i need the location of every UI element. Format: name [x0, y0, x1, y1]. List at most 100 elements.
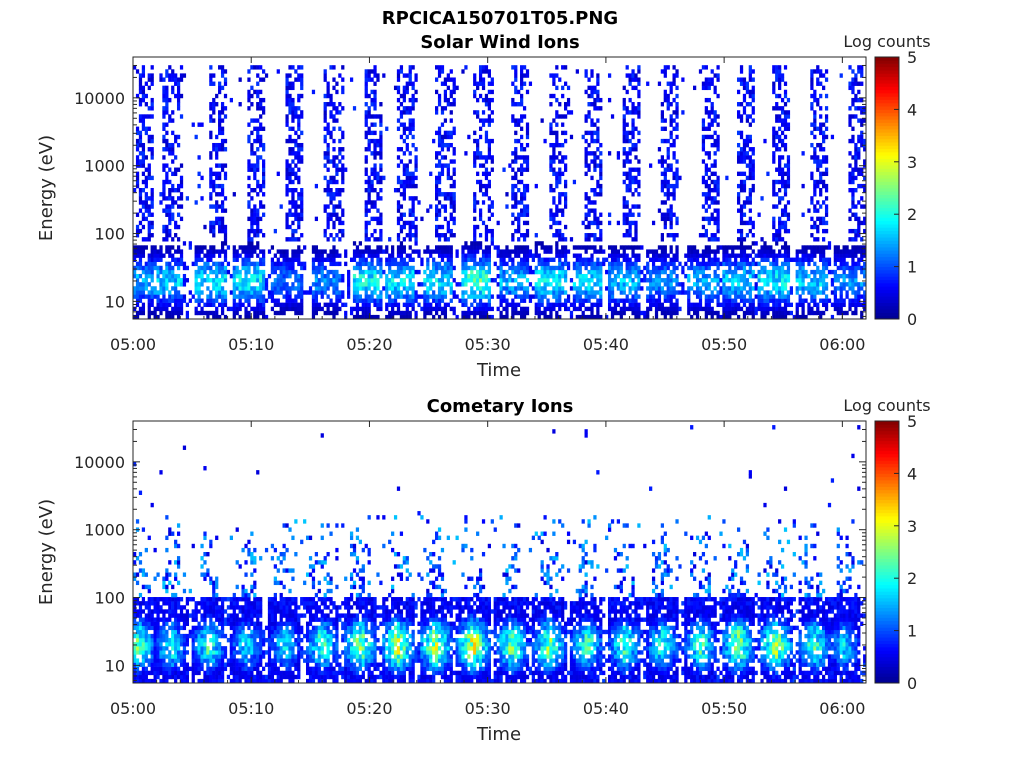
heatmap-cell [250, 167, 254, 172]
heatmap-cell [373, 249, 377, 254]
heatmap-cell [628, 110, 632, 115]
heatmap-cell [373, 216, 377, 222]
heatmap-cell [555, 142, 559, 148]
heatmap-cell [191, 122, 195, 127]
heatmap-cell [153, 261, 157, 267]
heatmap-cell [736, 77, 741, 82]
heatmap-cell [736, 159, 741, 164]
heatmap-cell [514, 245, 518, 250]
heatmap-cell [748, 265, 752, 271]
heatmap-cell [256, 73, 260, 78]
heatmap-cell [396, 175, 401, 181]
heatmap-cell [212, 188, 216, 193]
heatmap-cell [147, 171, 151, 177]
heatmap-cell [396, 188, 401, 193]
heatmap-cell [165, 106, 169, 111]
heatmap-cell [739, 134, 744, 140]
heatmap-cell [622, 134, 626, 140]
heatmap-cell [285, 102, 289, 107]
heatmap-cell [165, 196, 169, 201]
heatmap-cell [710, 122, 714, 127]
heatmap-cell [364, 122, 368, 127]
heatmap-cell [153, 290, 157, 295]
heatmap-cell [171, 286, 175, 291]
heatmap-cell [669, 183, 673, 189]
heatmap-cell [546, 282, 550, 287]
heatmap-cell [388, 237, 392, 242]
heatmap-cell [634, 273, 638, 279]
heatmap-cell [704, 110, 708, 115]
heatmap-cell [411, 302, 415, 308]
heatmap-cell [408, 106, 412, 111]
heatmap-cell [144, 294, 148, 299]
heatmap-cell [291, 257, 295, 262]
heatmap-cell [505, 314, 509, 320]
heatmap-cell [300, 249, 304, 254]
heatmap-cell [590, 310, 594, 316]
heatmap-cell [432, 290, 436, 295]
heatmap-cell [133, 314, 137, 320]
heatmap-cell [171, 237, 175, 242]
heatmap-cell [402, 179, 406, 185]
heatmap-cell [423, 278, 427, 283]
heatmap-cell [663, 282, 667, 287]
heatmap-cell [250, 249, 254, 254]
heatmap-cell [376, 249, 380, 254]
heatmap-cell [141, 65, 146, 70]
heatmap-cell [581, 290, 585, 295]
heatmap-cell [698, 253, 703, 258]
heatmap-cell [206, 249, 210, 254]
heatmap-cell [514, 69, 518, 74]
heatmap-cell [150, 269, 154, 275]
heatmap-cell [766, 273, 770, 279]
heatmap-cell [376, 282, 380, 287]
heatmap-cell [619, 245, 623, 250]
heatmap-cell [171, 278, 175, 283]
heatmap-cell [772, 249, 776, 254]
heatmap-cell [443, 204, 448, 209]
heatmap-cell [364, 147, 368, 152]
heatmap-cell [323, 106, 327, 111]
heatmap-cell [520, 208, 524, 213]
heatmap-cell [734, 273, 738, 279]
heatmap-cell [408, 298, 412, 303]
heatmap-cell [259, 269, 263, 275]
heatmap-cell [347, 269, 351, 275]
heatmap-cell [185, 302, 190, 308]
heatmap-cell [517, 253, 521, 258]
heatmap-cell [174, 73, 178, 78]
heatmap-cell [675, 265, 679, 271]
heatmap-cell [294, 269, 298, 275]
heatmap-cell [279, 282, 283, 287]
heatmap-cell [156, 314, 160, 320]
heatmap-cell [332, 310, 336, 316]
heatmap-cell [399, 69, 404, 74]
heatmap-cell [590, 93, 594, 99]
heatmap-cell [355, 298, 360, 303]
heatmap-cell [649, 249, 653, 254]
heatmap-cell [543, 138, 547, 144]
heatmap-cell [464, 298, 468, 303]
heatmap-cell [619, 278, 623, 283]
heatmap-cell [144, 93, 148, 99]
heatmap-cell [701, 249, 706, 254]
heatmap-cell [335, 110, 339, 115]
heatmap-cell [522, 159, 527, 164]
heatmap-cell [716, 188, 720, 193]
heatmap-cell [487, 142, 491, 148]
heatmap-cell [215, 298, 219, 303]
heatmap-cell [772, 216, 776, 222]
heatmap-cell [484, 269, 489, 275]
heatmap-cell [775, 282, 779, 287]
heatmap-cell [171, 73, 175, 78]
heatmap-cell [707, 167, 711, 172]
heatmap-cell [209, 167, 213, 172]
heatmap-cell [338, 200, 342, 205]
heatmap-cell [520, 249, 524, 254]
heatmap-cell [408, 81, 412, 86]
heatmap-cell [778, 265, 782, 271]
heatmap-cell [352, 282, 357, 287]
heatmap-cell [502, 249, 506, 254]
heatmap-cell [443, 118, 448, 123]
heatmap-cell [654, 306, 659, 312]
